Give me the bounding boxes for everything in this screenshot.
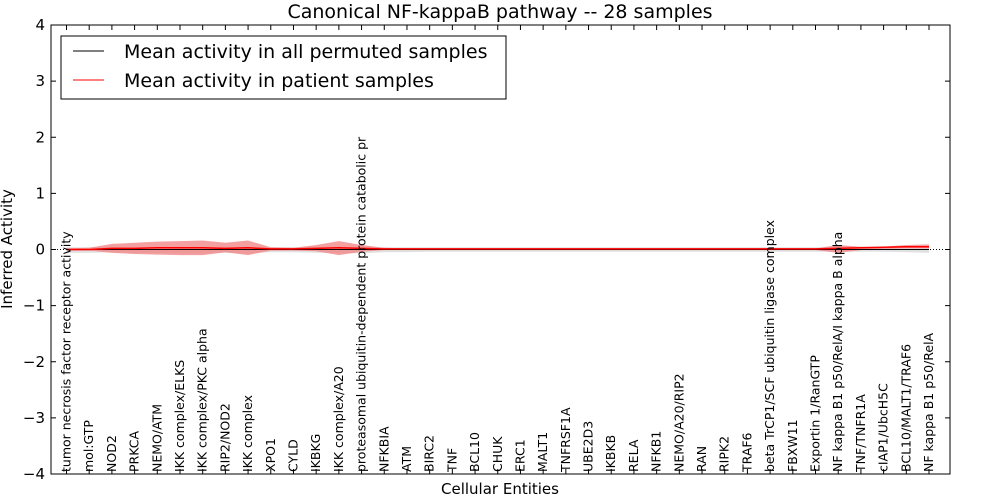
x-axis-label: Cellular Entities: [441, 480, 559, 498]
category-label: TRAF6: [739, 432, 754, 473]
category-label: NF kappa B1 p50/RelA/I kappa B alpha: [830, 232, 845, 472]
category-label: TNFRSF1A: [558, 407, 573, 473]
category-label: MALT1: [535, 432, 550, 472]
category-label: TNF: [444, 448, 459, 473]
y-axis-label: Inferred Activity: [0, 189, 16, 309]
category-label: ERC1: [512, 439, 527, 472]
category-label: UBE2D3: [581, 421, 596, 472]
category-label: RELA: [626, 439, 641, 472]
category-label: NEMO/A20/RIP2: [671, 373, 686, 472]
category-label: Exportin 1/RanGTP: [808, 355, 823, 472]
category-label: IKK complex/A20: [331, 366, 346, 472]
chart-title: Canonical NF-kappaB pathway -- 28 sample…: [287, 1, 712, 23]
category-label: proteasomal ubiquitin-dependent protein …: [354, 136, 369, 472]
category-label: beta TrCP1/SCF ubiquitin ligase complex: [762, 220, 777, 472]
y-tick-label: −2: [23, 353, 45, 371]
category-label: IKBKB: [603, 435, 618, 472]
category-label: IKK complex: [240, 395, 255, 472]
category-label: RIP2/NOD2: [217, 403, 232, 472]
category-label: ATM: [399, 446, 414, 472]
category-label: PRKCA: [127, 431, 142, 472]
category-label: NFKBIA: [376, 426, 391, 472]
y-tick-label: 2: [35, 128, 45, 146]
category-label: tumor necrosis factor receptor activity: [59, 231, 74, 472]
y-tick-label: −4: [23, 465, 45, 483]
category-label: NEMO/ATM: [149, 404, 164, 472]
category-label: FBXW11: [785, 419, 800, 472]
plot-area: 4 3 2 1 0 −1 −2 −3 −4 tumor necrosis factor recep…: [23, 16, 951, 483]
category-label: CYLD: [286, 439, 301, 472]
category-label: CHUK: [490, 436, 505, 472]
category-label: BCL10: [467, 432, 482, 472]
category-label: TNF/TNFR1A: [853, 394, 868, 473]
category-label: IKK complex/PKC alpha: [195, 328, 210, 472]
category-label: BCL10/MALT1/TRAF6: [898, 344, 913, 472]
y-tick-label: 3: [35, 72, 45, 90]
category-label: RIPK2: [717, 436, 732, 472]
category-label: BIRC2: [422, 435, 437, 472]
category-label: cIAP1/UbcH5C: [876, 383, 891, 472]
category-label: mol:GTP: [81, 420, 96, 472]
legend-label-permuted: Mean activity in all permuted samples: [124, 41, 487, 63]
y-tick-label: 1: [35, 184, 45, 202]
y-tick-label: −1: [23, 297, 45, 315]
category-label: NFKB1: [649, 431, 664, 472]
category-label: NOD2: [104, 435, 119, 472]
category-label: NF kappa B1 p50/RelA: [921, 332, 936, 472]
legend: Mean activity in all permuted samples Me…: [60, 35, 507, 100]
y-tick-label: 0: [35, 241, 45, 259]
category-label: IKK complex/ELKS: [172, 360, 187, 472]
category-label: IKBKG: [308, 434, 323, 472]
y-tick-label: 4: [35, 16, 45, 34]
category-label: RAN: [694, 446, 709, 472]
category-label: XPO1: [263, 438, 278, 472]
legend-label-patient: Mean activity in patient samples: [124, 70, 434, 92]
y-tick-label: −3: [23, 409, 45, 427]
series-line-patient: [66, 245, 929, 251]
legend-box: [60, 35, 507, 100]
